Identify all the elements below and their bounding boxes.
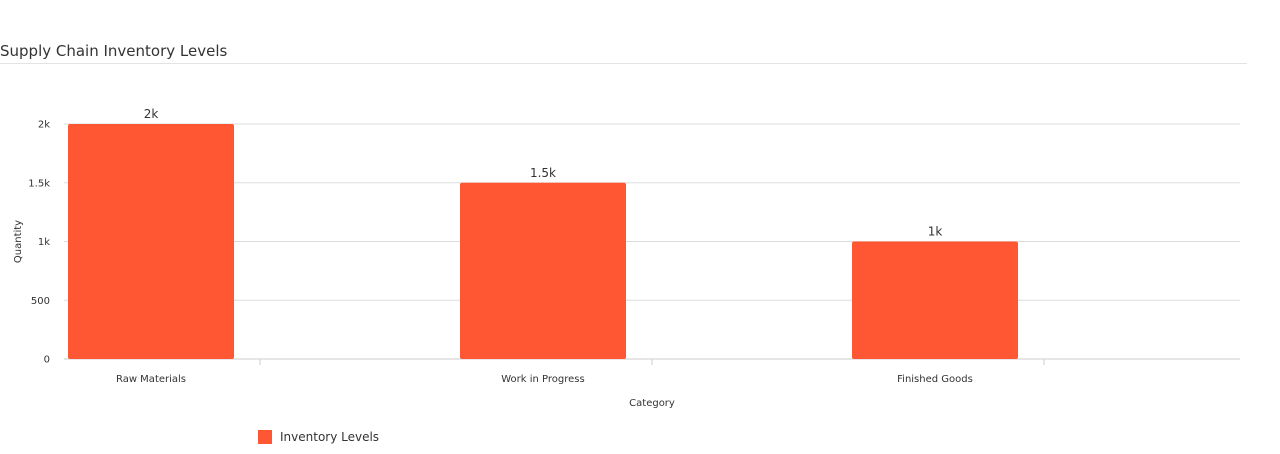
x-tick-label: Finished Goods [897, 374, 973, 385]
y-tick-label: 1.5k [28, 178, 50, 189]
x-axis-title: Category [629, 398, 675, 409]
chart-header: Supply Chain Inventory Levels [0, 0, 1247, 64]
y-tick-label: 1k [38, 237, 50, 248]
bar[interactable] [852, 241, 1018, 360]
bar-data-label: 1.5k [530, 166, 556, 180]
y-axis-title: Quantity [13, 220, 24, 263]
y-tick-label: 500 [31, 296, 50, 307]
bar-data-label: 1k [928, 225, 943, 239]
x-tick-label: Work in Progress [501, 374, 584, 385]
y-tick-label: 0 [44, 355, 50, 366]
x-tick-label: Raw Materials [116, 374, 186, 385]
legend-label: Inventory Levels [280, 430, 380, 444]
legend[interactable]: Inventory Levels [258, 430, 379, 444]
y-tick-label: 2k [38, 120, 50, 131]
legend-swatch [258, 430, 272, 444]
chart-title: Supply Chain Inventory Levels [0, 42, 228, 60]
bar[interactable] [68, 124, 234, 359]
bar[interactable] [460, 182, 626, 359]
bar-data-label: 2k [144, 107, 159, 121]
